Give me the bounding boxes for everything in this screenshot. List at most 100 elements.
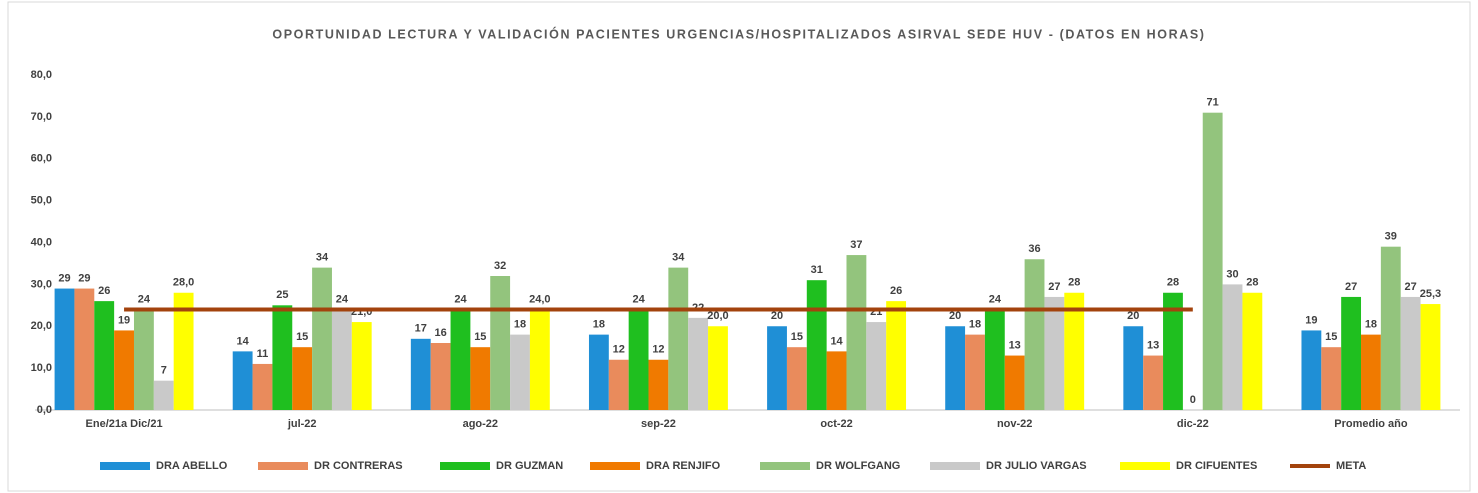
bar: [133, 309, 154, 410]
y-tick-label: 70,0: [31, 111, 52, 123]
y-tick-label: 20,0: [31, 320, 52, 332]
bar: [1301, 330, 1322, 410]
y-tick-label: 50,0: [31, 195, 52, 207]
bar: [1242, 292, 1263, 410]
legend-swatch: [930, 462, 980, 470]
bar: [648, 359, 669, 410]
data-label: 24: [454, 293, 467, 305]
bar: [984, 309, 1005, 410]
data-label: 28: [1246, 277, 1258, 289]
bar: [767, 326, 787, 410]
bar: [173, 292, 194, 410]
legend-label: DR JULIO VARGAS: [986, 460, 1087, 472]
bar: [510, 334, 530, 410]
bar: [331, 309, 352, 410]
bar: [1143, 355, 1164, 410]
data-label: 26: [890, 285, 902, 297]
data-label: 34: [316, 252, 329, 264]
y-tick-label: 10,0: [31, 362, 52, 374]
data-label: 15: [791, 331, 803, 343]
data-label: 37: [850, 239, 862, 251]
data-label: 27: [1405, 281, 1417, 293]
y-tick-label: 30,0: [31, 278, 52, 290]
bar: [1004, 355, 1025, 410]
data-label: 29: [78, 272, 90, 284]
data-label: 29: [58, 272, 70, 284]
data-label: 25: [276, 289, 288, 301]
data-label: 18: [1365, 319, 1377, 331]
bar: [272, 305, 293, 410]
data-label: 14: [237, 335, 250, 347]
data-label: 15: [474, 331, 486, 343]
legend-label: DR GUZMAN: [496, 460, 563, 472]
bar: [866, 322, 887, 410]
bar: [588, 334, 609, 410]
data-label: 11: [257, 348, 269, 360]
data-label: 34: [672, 252, 685, 264]
data-label: 18: [969, 319, 981, 331]
data-label: 15: [1325, 331, 1337, 343]
bar: [608, 359, 629, 410]
y-tick-label: 40,0: [31, 236, 52, 248]
data-label: 28: [1167, 277, 1179, 289]
data-label: 14: [830, 335, 843, 347]
data-label: 20: [949, 310, 961, 322]
bar: [1420, 304, 1441, 410]
data-label: 13: [1147, 339, 1159, 351]
bar: [114, 330, 134, 410]
x-tick-label: dic-22: [1177, 418, 1209, 430]
data-label: 24: [336, 293, 349, 305]
data-label: 30: [1226, 268, 1238, 280]
data-label: 24,0: [529, 293, 550, 305]
chart-title: OPORTUNIDAD LECTURA Y VALIDACIÓN PACIENT…: [272, 26, 1205, 41]
data-label: 17: [415, 323, 427, 335]
bar: [1044, 296, 1065, 410]
legend-label: DR CIFUENTES: [1176, 460, 1257, 472]
data-label: 18: [593, 319, 605, 331]
legend-label: DRA ABELLO: [156, 460, 228, 472]
bar: [708, 326, 728, 410]
data-label: 24: [632, 293, 645, 305]
data-label: 12: [652, 344, 664, 356]
data-label: 24: [138, 293, 151, 305]
data-label: 28: [1068, 277, 1080, 289]
bar: [1400, 296, 1421, 410]
data-label: 27: [1048, 281, 1060, 293]
data-label: 27: [1345, 281, 1357, 293]
data-label: 18: [514, 319, 526, 331]
bar: [470, 347, 491, 410]
bar: [1163, 292, 1183, 410]
data-label: 12: [613, 344, 625, 356]
x-tick-label: ago-22: [463, 418, 498, 430]
bar: [1321, 347, 1342, 410]
legend-swatch: [100, 462, 150, 470]
bar: [1341, 296, 1362, 410]
legend-label: META: [1336, 460, 1366, 472]
legend-label: DR WOLFGANG: [816, 460, 900, 472]
bar: [490, 276, 511, 410]
legend-swatch: [590, 462, 640, 470]
data-label: 71: [1207, 97, 1219, 109]
bar: [1361, 334, 1381, 410]
data-label: 32: [494, 260, 506, 272]
data-label: 31: [811, 264, 823, 276]
data-label: 26: [98, 285, 110, 297]
bar: [74, 288, 95, 410]
chart-border: [7, 1, 1471, 492]
bar: [1064, 292, 1085, 410]
data-label: 24: [989, 293, 1002, 305]
bar: [786, 347, 807, 410]
legend-swatch: [1120, 462, 1170, 470]
x-tick-label: sep-22: [641, 418, 676, 430]
x-tick-label: oct-22: [820, 418, 852, 430]
bar: [252, 363, 273, 410]
legend-label: DRA RENJIFO: [646, 460, 721, 472]
data-label: 28,0: [173, 277, 194, 289]
bar: [312, 267, 332, 410]
bar: [1380, 246, 1401, 410]
data-label: 25,3: [1420, 288, 1441, 300]
data-label: 20,0: [707, 310, 728, 322]
data-label: 20: [1127, 310, 1139, 322]
bar: [668, 267, 689, 410]
